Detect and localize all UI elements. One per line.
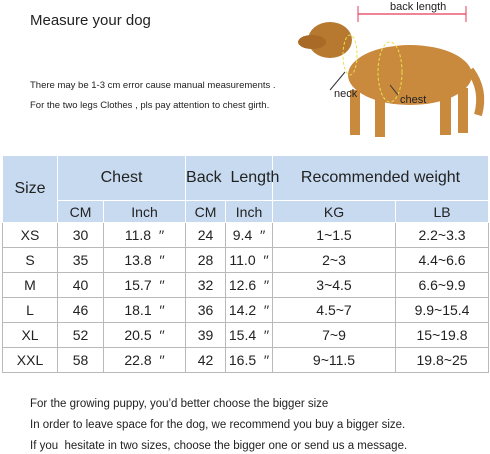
footer-note: In order to leave space for the dog, we … [30, 419, 406, 431]
table-cell: 2.2~3.3 [395, 222, 490, 248]
table-cell: 2~3 [272, 247, 397, 273]
table-cell: XXL [2, 347, 58, 373]
table-cell: 11.0 ′′ [225, 247, 274, 273]
size-table: Size Chest Back Length Recommended weight CM… [2, 155, 490, 373]
table-cell: 22.8 ′′ [102, 347, 187, 373]
table-row: CM Inch CM Inch KG LB [3, 200, 490, 223]
table-cell: L [2, 297, 58, 323]
note: For the two legs Clothes , pls pay atten… [30, 100, 270, 111]
table-cell: 15.4 ′′ [225, 322, 274, 348]
table-cell: XS [2, 222, 58, 248]
table-cell: 28 [185, 247, 227, 273]
group-header: Chest [56, 155, 187, 201]
group-header: Recommended weight [272, 155, 490, 201]
table-cell: 39 [185, 322, 227, 348]
group-header: Back Length [185, 155, 279, 201]
sub-header: CM [57, 200, 104, 223]
table-cell: 14.2 ′′ [225, 297, 274, 323]
table-cell: M [2, 272, 58, 298]
table-cell: 16.5 ′′ [225, 347, 274, 373]
dog-illustration [298, 6, 485, 137]
table-row: XS 30 11.8 ′′ 24 9.4 ′′ 1~1.5 2.2~3.3 [2, 222, 490, 248]
table-cell: 42 [185, 347, 227, 373]
sub-header: Inch [102, 200, 187, 223]
title: Measure your dog [30, 12, 151, 29]
table-cell: 30 [57, 222, 104, 248]
table-cell: 7~9 [272, 322, 397, 348]
footer-note: For the growing puppy, you’d better choo… [30, 398, 329, 410]
sub-header: Inch [225, 200, 274, 223]
table-cell: 9.9~15.4 [395, 297, 490, 323]
table-cell: 19.8~25 [395, 347, 490, 373]
table-cell: XL [2, 322, 58, 348]
table-row: S 35 13.8 ′′ 28 11.0 ′′ 2~3 4.4~6.6 [2, 247, 490, 273]
table-cell: 46 [57, 297, 104, 323]
table-cell: 4.4~6.6 [395, 247, 490, 273]
table-cell: 1~1.5 [272, 222, 397, 248]
group-header: Size [2, 155, 58, 223]
table-cell: 36 [185, 297, 227, 323]
table-cell: 4.5~7 [272, 297, 397, 323]
sub-header: KG [272, 200, 397, 223]
diagram-label: chest [400, 94, 427, 106]
table-row: L 46 18.1 ′′ 36 14.2 ′′ 4.5~7 9.9~15.4 [2, 297, 490, 323]
table-cell: 40 [57, 272, 104, 298]
table-row: XL 52 20.5 ′′ 39 15.4 ′′ 7~9 15~19.8 [2, 322, 490, 348]
table-cell: 35 [57, 247, 104, 273]
table-cell: 3~4.5 [272, 272, 397, 298]
table-cell: 9.4 ′′ [225, 222, 274, 248]
table-row: XXL 58 22.8 ′′ 42 16.5 ′′ 9~11.5 19.8~25 [2, 347, 490, 373]
table-cell: 32 [185, 272, 227, 298]
diagram-label: back length [390, 1, 447, 13]
table-row: Size Chest Back Length Recommended weight [2, 155, 490, 223]
table-cell: 58 [57, 347, 104, 373]
table-cell: 18.1 ′′ [102, 297, 187, 323]
table-cell: 11.8 ′′ [102, 222, 187, 248]
sub-header: CM [185, 200, 227, 223]
note: There may be 1-3 cm error cause manual m… [30, 80, 276, 91]
sub-header: LB [395, 200, 490, 223]
table-cell: S [2, 247, 58, 273]
diagram-label: neck [334, 88, 358, 100]
table-cell: 15~19.8 [395, 322, 490, 348]
footer-note: If you hesitate in two sizes, choose the… [30, 440, 408, 452]
table-cell: 24 [185, 222, 227, 248]
table-cell: 15.7 ′′ [102, 272, 187, 298]
table-cell: 20.5 ′′ [102, 322, 187, 348]
table-cell: 13.8 ′′ [102, 247, 187, 273]
table-cell: 6.6~9.9 [395, 272, 490, 298]
table-cell: 12.6 ′′ [225, 272, 274, 298]
table-cell: 52 [57, 322, 104, 348]
table-cell: 9~11.5 [272, 347, 397, 373]
table-row: M 40 15.7 ′′ 32 12.6 ′′ 3~4.5 6.6~9.9 [2, 272, 490, 298]
